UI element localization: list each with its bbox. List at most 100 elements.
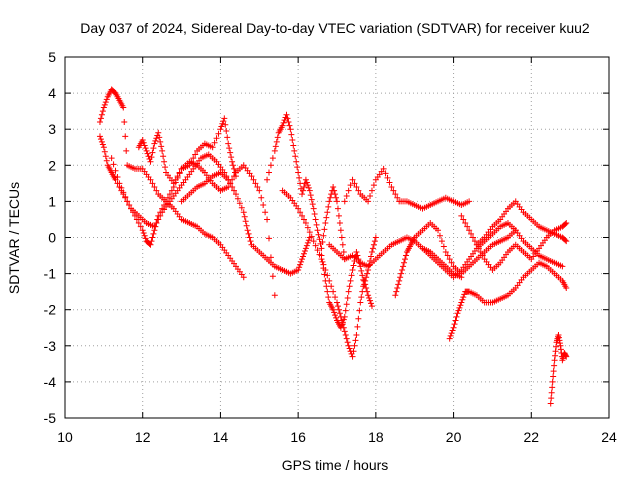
data-point [156, 134, 163, 141]
data-point [444, 252, 451, 259]
y-tick-label: 4 [48, 85, 56, 101]
data-point [306, 187, 313, 194]
data-point [353, 248, 360, 255]
data-point [359, 272, 366, 279]
data-point [271, 292, 278, 299]
data-point [245, 230, 252, 237]
data-point [339, 319, 346, 326]
data-point [296, 264, 303, 271]
data-point [254, 183, 261, 190]
y-tick-label: 2 [48, 157, 56, 173]
data-point [243, 222, 250, 229]
series-track-n [458, 212, 570, 273]
x-tick-label: 16 [290, 429, 306, 445]
series-track-i [341, 165, 473, 212]
data-point [446, 335, 453, 342]
data-point [273, 138, 280, 145]
data-point [271, 147, 278, 154]
data-point [563, 353, 570, 360]
data-point [352, 337, 359, 344]
data-point [563, 285, 570, 292]
data-point [349, 176, 356, 183]
data-point [248, 173, 255, 180]
data-point [367, 192, 374, 199]
data-point [332, 312, 339, 319]
series-track-b [96, 133, 236, 230]
data-point [346, 345, 353, 352]
data-point [100, 144, 107, 151]
y-tick-label: 3 [48, 121, 56, 137]
series-track-m [446, 259, 570, 342]
data-point [446, 256, 453, 263]
data-point [358, 267, 365, 274]
data-point [209, 144, 216, 151]
data-point [99, 108, 106, 115]
data-point [231, 165, 238, 172]
data-point [349, 266, 356, 273]
data-point [166, 191, 173, 198]
data-point [120, 104, 127, 111]
data-point [306, 229, 313, 236]
data-point [345, 288, 352, 295]
data-point [399, 266, 406, 273]
data-point [279, 122, 286, 129]
data-point [333, 314, 340, 321]
data-point [458, 299, 465, 306]
data-point [256, 187, 263, 194]
x-tick-label: 10 [57, 429, 73, 445]
data-point [342, 307, 349, 314]
data-point [364, 288, 371, 295]
data-point [274, 134, 281, 141]
data-point [396, 277, 403, 284]
grid-lines [65, 57, 609, 418]
data-point [365, 198, 372, 205]
data-point [450, 324, 457, 331]
data-point [174, 173, 181, 180]
data-point [291, 147, 298, 154]
data-point [266, 169, 272, 176]
data-point [98, 138, 105, 145]
data-point [370, 241, 377, 248]
data-point [139, 227, 146, 234]
data-point [241, 213, 248, 220]
data-point [337, 324, 344, 331]
data-point [123, 147, 130, 154]
data-point [246, 234, 253, 241]
data-point [240, 209, 247, 216]
data-point [310, 238, 317, 245]
data-point [310, 205, 317, 212]
data-point [479, 252, 486, 259]
x-tick-label: 22 [523, 429, 539, 445]
data-point [102, 99, 109, 106]
data-point [335, 306, 342, 313]
data-point [232, 191, 239, 198]
data-point [466, 227, 473, 234]
data-point [147, 176, 154, 183]
data-point [340, 316, 347, 323]
series-track-g [279, 187, 375, 360]
data-point [225, 140, 232, 147]
data-point [300, 187, 306, 194]
data-point [188, 158, 195, 165]
data-point [438, 238, 445, 245]
data-point [149, 149, 156, 156]
data-point [299, 191, 306, 198]
data-point [351, 342, 358, 349]
data-point [468, 230, 475, 237]
data-point [161, 202, 168, 209]
data-point [303, 179, 310, 186]
data-point [157, 138, 164, 145]
data-point [551, 362, 558, 369]
data-point [224, 134, 231, 141]
data-point [393, 288, 400, 295]
data-point [128, 205, 135, 212]
data-point [223, 128, 230, 135]
data-point [157, 209, 164, 216]
data-point [252, 180, 259, 187]
data-point [323, 214, 330, 221]
data-point [159, 205, 166, 212]
data-point [225, 176, 232, 183]
data-point [448, 330, 455, 337]
data-point [303, 242, 310, 249]
data-point [220, 118, 227, 125]
